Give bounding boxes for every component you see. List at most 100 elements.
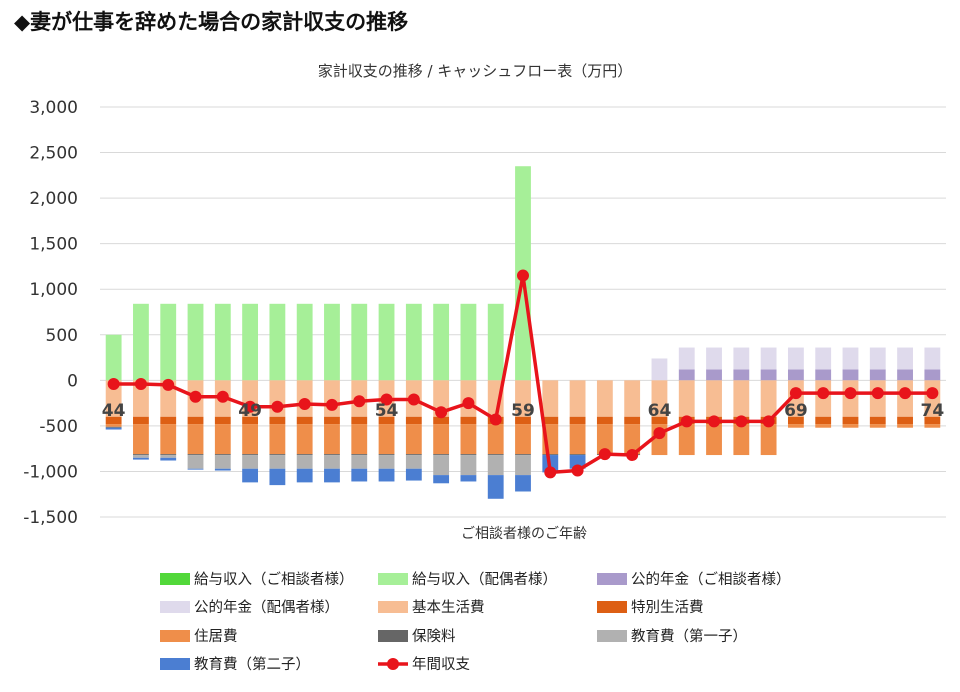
y-tick-label: -1,000 (23, 462, 78, 482)
bar-segment (869, 347, 886, 370)
bar-segment (760, 347, 777, 370)
bar-segment (924, 416, 941, 425)
bar-segment (733, 369, 750, 381)
bar-segment (133, 424, 149, 455)
bar-segment (569, 455, 586, 469)
bar-segment (487, 454, 504, 456)
bar-segment (133, 303, 149, 381)
bar-segment (760, 369, 777, 381)
bar-segment (706, 380, 722, 417)
bar-segment (787, 369, 804, 381)
bar-segment (433, 303, 450, 381)
bar-segment (187, 455, 204, 469)
bar-segment (378, 468, 395, 482)
bar-segment (160, 416, 177, 425)
y-axis-ticks: 3,000 2,500 2,000 1,500 1,000 500 0 -500 -1,000 -… (23, 98, 78, 528)
y-tick-label: 1,000 (29, 280, 78, 300)
balance-point (489, 413, 502, 426)
bar-segment (433, 475, 450, 484)
balance-point (598, 448, 611, 461)
bar-segment (651, 416, 668, 425)
bar-segment (733, 424, 750, 456)
bar-segment (405, 424, 422, 455)
bar-segment (242, 455, 259, 469)
bar-segment (842, 347, 859, 370)
legend-label: 公的年金（配偶者様） (194, 599, 339, 616)
bar-segment (105, 334, 122, 381)
bar-segment (160, 380, 177, 417)
bar-segment (706, 347, 722, 370)
balance-point (298, 398, 311, 411)
bar-segment (760, 424, 777, 456)
bar-segment (596, 380, 613, 417)
bar-segment (787, 424, 804, 428)
bar-segment (596, 416, 613, 425)
bar-segment (378, 416, 395, 425)
bar-segment (242, 468, 259, 483)
bar-segment (187, 303, 204, 381)
bar-segment (460, 455, 477, 476)
balance-point (871, 387, 884, 400)
balance-point (926, 387, 939, 400)
bar-segment (133, 380, 149, 417)
balance-point (244, 400, 257, 413)
bar-segment (324, 455, 340, 469)
legend-swatch (160, 601, 190, 613)
balance-point (844, 387, 857, 400)
bar-segment (242, 454, 259, 456)
bar-segment (596, 424, 613, 455)
bar-segment (296, 416, 313, 425)
bar-segment (242, 303, 259, 381)
legend-label: 公的年金（ご相談者様） (631, 571, 791, 588)
bar-segment (460, 416, 477, 425)
bar-segment (133, 416, 149, 425)
bar-segment (760, 380, 777, 417)
legend-label: 教育費（第二子） (194, 655, 310, 673)
annual-balance-line (107, 269, 939, 479)
bar-segment (433, 416, 450, 425)
bar-segment (296, 468, 313, 483)
age-marker: 69 (784, 401, 808, 421)
balance-point (462, 397, 475, 410)
bar-segment (187, 416, 204, 425)
bar-segment (351, 303, 368, 381)
legend-swatch (160, 573, 190, 585)
bar-segment (105, 424, 122, 427)
balance-point (817, 387, 830, 400)
bar-segment (515, 454, 531, 456)
age-marker: 59 (511, 401, 535, 421)
y-tick-label: -1,500 (23, 508, 78, 528)
bar-segment (378, 424, 395, 455)
age-marker: 54 (375, 401, 399, 421)
bar-segment (542, 416, 559, 425)
legend-swatch (160, 630, 190, 642)
balance-point (653, 427, 666, 440)
legend-swatch (160, 658, 190, 670)
bar-segment (678, 369, 695, 381)
bar-segment (296, 424, 313, 455)
bar-segment (160, 303, 177, 381)
bar-segment (242, 424, 259, 455)
legend-label: 特別生活費 (631, 599, 704, 616)
bar-segment (542, 454, 559, 456)
balance-point (680, 415, 693, 428)
balance-point (762, 415, 775, 428)
bar-segment (214, 455, 231, 469)
bar-segment (378, 455, 395, 469)
bar-segment (324, 303, 340, 381)
bar-segment (296, 454, 313, 456)
legend: 給与収入（ご相談者様） 給与収入（配偶者様） 公的年金（ご相談者様） 公的年金（配偶者… (160, 571, 791, 673)
bar-segment (105, 427, 122, 430)
balance-point (899, 387, 912, 400)
bar-segment (569, 416, 586, 425)
legend-label: 保険料 (412, 628, 456, 645)
bar-segment (569, 424, 586, 455)
bar-segment (515, 475, 531, 492)
bar-segment (706, 369, 722, 381)
bar-segment (269, 416, 286, 425)
heading: ◆妻が仕事を辞めた場合の家計収支の推移 (14, 10, 409, 34)
bar-segment (651, 358, 668, 381)
bar-segment (542, 380, 559, 417)
bar-segment (187, 424, 204, 455)
